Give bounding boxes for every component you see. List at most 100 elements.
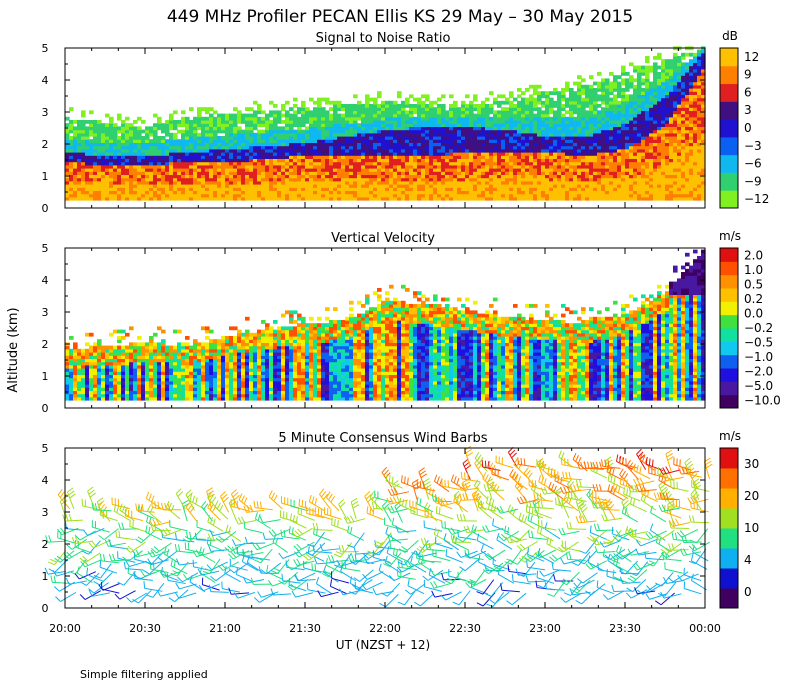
snr-cell [637,139,642,143]
snr-cell [125,145,130,150]
snr-cell [573,164,578,169]
snr-cell [661,68,666,73]
snr-cell [365,132,370,137]
snr-cell [617,129,622,134]
snr-cell [301,110,306,115]
snr-cell [649,139,654,143]
snr-cell [417,158,422,163]
snr-cell [497,158,502,163]
snr-cell [637,184,642,188]
snr-cell [461,193,466,198]
snr-cell [285,161,290,166]
snr-cell [673,52,678,57]
snr-cell [505,126,510,131]
snr-cell [281,161,286,166]
snr-cell [613,113,618,118]
snr-cell [177,145,182,150]
snr-cell [593,145,598,150]
snr-cell [477,152,482,156]
snr-cell [81,129,86,134]
snr-cell [165,139,170,143]
snr-cell [441,187,446,191]
snr-cell [125,187,130,191]
snr-cell [521,123,526,127]
snr-cell [361,177,366,182]
snr-cell [369,190,374,195]
snr-cell [209,171,214,175]
snr-cell [313,184,318,188]
snr-cell [121,120,126,124]
snr-cell [613,123,618,127]
snr-cell [85,145,90,150]
snr-cell [537,139,542,143]
snr-cell [325,113,330,118]
snr-cell [681,155,686,159]
snr-cell [625,107,630,111]
snr-cell [425,94,430,99]
snr-cell [625,168,630,172]
snr-cell [589,193,594,198]
snr-cell [653,177,658,182]
snr-cell [401,113,406,118]
snr-cell [137,126,142,131]
snr-cell [265,161,270,166]
snr-cell [641,155,646,159]
snr-cell [621,171,626,175]
snr-cell [357,161,362,166]
snr-cell [545,161,550,166]
snr-cell [505,164,510,169]
snr-cell [565,100,570,105]
snr-cell [681,187,686,191]
snr-cell [493,174,498,179]
snr-cell [89,155,94,159]
snr-cell [137,161,142,166]
snr-cell [245,161,250,166]
snr-cell [141,180,146,185]
snr-cell [497,113,502,118]
snr-cell [145,168,150,172]
snr-cell [541,148,546,153]
snr-cell [129,126,134,131]
snr-cell [549,161,554,166]
snr-cell [249,164,254,169]
snr-cell [101,148,106,153]
snr-cell [457,184,462,188]
snr-cell [457,120,462,124]
snr-cell [169,177,174,182]
snr-cell [365,187,370,191]
snr-cell [273,152,278,156]
snr-cell [181,161,186,166]
snr-cell [445,196,450,201]
snr-cell [81,152,86,156]
snr-cell [525,116,530,121]
snr-cell [589,107,594,111]
snr-cell [369,123,374,127]
snr-cell [473,132,478,137]
snr-cell [689,91,694,95]
snr-cell [473,161,478,166]
snr-cell [213,187,218,191]
snr-cell [197,142,202,147]
snr-cell [693,104,698,108]
snr-cell [669,123,674,127]
snr-cell [701,100,706,105]
snr-cell [645,152,650,156]
snr-cell [285,132,290,137]
snr-cell [129,139,134,143]
snr-cell [89,145,94,150]
snr-cell [89,152,94,156]
snr-cell [377,94,382,99]
snr-cell [637,158,642,163]
snr-cell [141,129,146,134]
snr-cell [321,161,326,166]
snr-cell [385,164,390,169]
snr-cell [557,97,562,102]
snr-cell [241,158,246,163]
snr-cell [661,91,666,95]
snr-cell [73,171,78,175]
snr-cell [221,145,226,150]
snr-cell [481,126,486,131]
snr-cell [429,187,434,191]
snr-cell [577,100,582,105]
snr-cell [425,155,430,159]
